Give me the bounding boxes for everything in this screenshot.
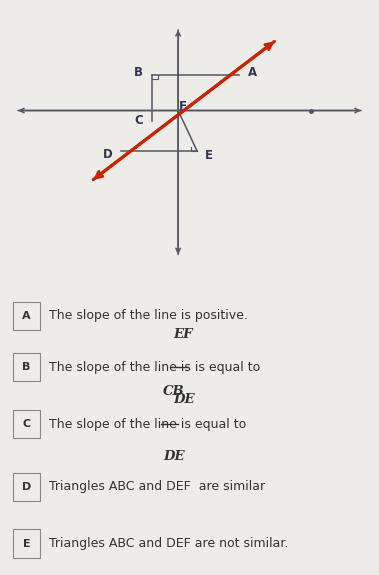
Text: A: A	[22, 311, 31, 321]
FancyBboxPatch shape	[13, 353, 40, 381]
Text: DE: DE	[163, 450, 185, 463]
Text: E: E	[204, 149, 213, 162]
Text: D: D	[22, 482, 31, 492]
Text: EF: EF	[173, 328, 193, 341]
Text: C: C	[134, 114, 143, 127]
FancyBboxPatch shape	[13, 530, 40, 558]
Text: B: B	[134, 66, 143, 79]
Text: The slope of the line is is equal to: The slope of the line is is equal to	[49, 361, 260, 374]
FancyBboxPatch shape	[13, 410, 40, 438]
Text: B: B	[22, 362, 31, 372]
FancyBboxPatch shape	[13, 473, 40, 501]
Text: D: D	[103, 148, 113, 160]
Text: The slope of the line is positive.: The slope of the line is positive.	[49, 309, 248, 323]
Text: E: E	[23, 539, 30, 549]
Text: C: C	[22, 419, 31, 429]
Text: Triangles ABC and DEF are not similar.: Triangles ABC and DEF are not similar.	[49, 537, 289, 550]
Text: CB: CB	[163, 385, 185, 398]
Text: The slope of the line is equal to: The slope of the line is equal to	[49, 417, 246, 431]
Text: DE: DE	[173, 393, 195, 407]
FancyBboxPatch shape	[13, 302, 40, 330]
Text: F: F	[179, 100, 187, 113]
Text: Triangles ABC and DEF  are similar: Triangles ABC and DEF are similar	[49, 480, 265, 493]
Text: A: A	[247, 66, 257, 79]
